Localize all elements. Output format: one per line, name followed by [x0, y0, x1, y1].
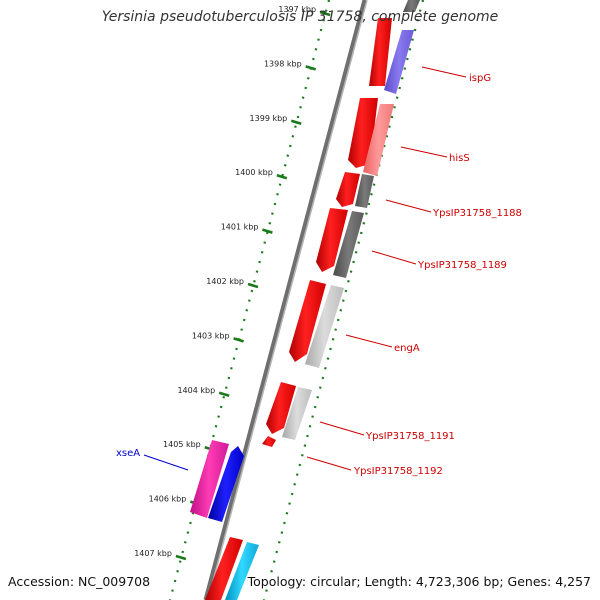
gene-label-ypsip31758-1191: YpsIP31758_1191 — [365, 431, 455, 442]
gene-label-ispG: ispG — [469, 73, 491, 84]
gene-label-ypsip31758-1189: YpsIP31758_1189 — [417, 260, 507, 271]
gene-arrow — [266, 382, 296, 434]
scale-label: 1403 kbp — [192, 331, 230, 340]
scale-label: 1402 kbp — [206, 277, 244, 286]
scale-tick — [290, 119, 302, 126]
scale-label: 1398 kbp — [264, 59, 302, 68]
scale-label: 1405 kbp — [163, 440, 201, 449]
gene-label-hisS: hisS — [449, 153, 470, 164]
scale-label: 1401 kbp — [221, 223, 259, 232]
gene-box — [403, 0, 420, 12]
scale-tick — [175, 554, 187, 561]
scale-label: 1397 kbp — [278, 5, 316, 14]
gene-labels: ispG hisS YpsIP31758_1188 YpsIP31758_118… — [116, 73, 522, 477]
gene-label-enga: engA — [394, 343, 420, 354]
gene-label-ypsip31758-1188: YpsIP31758_1188 — [432, 208, 522, 219]
scale-tick — [319, 10, 331, 17]
gene-box — [384, 30, 414, 94]
accession-text: Accession: NC_009708 — [8, 574, 151, 589]
gene-arrow — [262, 436, 276, 447]
gene-box — [190, 440, 229, 518]
scale-tick — [233, 337, 244, 343]
scale-tick — [247, 282, 259, 289]
gene-box — [282, 387, 312, 440]
scale-tick — [218, 391, 230, 398]
scale-tick — [262, 228, 273, 234]
gene-arrow — [205, 537, 243, 600]
outer-tick-ring — [262, 0, 425, 600]
gene-box — [363, 104, 394, 176]
gene-box — [305, 285, 344, 368]
topology-summary: Topology: circular; Length: 4,723,306 bp… — [247, 574, 591, 589]
inner-tick-ring — [168, 0, 331, 600]
scale-label: 1407 kbp — [134, 549, 172, 558]
reverse-strand-genes — [205, 18, 392, 600]
gene-arrow — [369, 18, 392, 86]
gene-label-ypsip31758-1192: YpsIP31758_1192 — [353, 466, 443, 477]
feature-boxes — [190, 0, 420, 600]
scale-tick — [305, 65, 317, 71]
scale-label: 1399 kbp — [250, 114, 288, 123]
scale-label: 1400 kbp — [235, 168, 273, 177]
gene-arrow — [336, 172, 360, 207]
gene-box — [225, 542, 259, 600]
backbone — [203, 0, 368, 600]
scale-label: 1406 kbp — [149, 495, 187, 504]
gene-box — [355, 174, 374, 208]
gene-arrow — [289, 280, 326, 362]
scale-tick — [276, 173, 288, 180]
gene-arrow — [316, 208, 348, 272]
scale-label: 1404 kbp — [177, 386, 215, 395]
label-leaders — [143, 66, 467, 471]
map-title: Yersinia pseudotuberculosis IP 31758, co… — [101, 9, 499, 25]
gene-label-xsea: xseA — [116, 448, 140, 459]
gene-box — [333, 211, 364, 278]
gene-box — [208, 446, 244, 522]
